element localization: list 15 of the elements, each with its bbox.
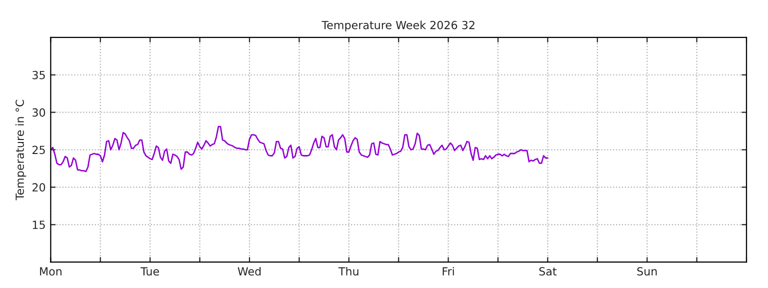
x-tick-label: Sun — [637, 267, 657, 276]
y-axis-title: Temperature in °C — [15, 100, 26, 200]
x-tick-label: Mon — [40, 267, 62, 276]
x-tick-label: Thu — [338, 266, 358, 276]
y-tick-label: 35 — [32, 70, 45, 80]
chart-title: Temperature Week 2026 32 — [322, 20, 474, 32]
x-tick-label: Sat — [539, 267, 557, 276]
y-tick-label: 20 — [32, 183, 46, 192]
y-tick-label: 25 — [32, 146, 45, 154]
x-tick-label: Fri — [442, 266, 454, 276]
y-tick-label: 30 — [32, 108, 46, 117]
y-tick-label: 15 — [32, 220, 45, 230]
line-series — [50, 126, 548, 172]
x-tick-label: Tue — [140, 267, 159, 276]
x-tick-label: Wed — [238, 266, 261, 276]
